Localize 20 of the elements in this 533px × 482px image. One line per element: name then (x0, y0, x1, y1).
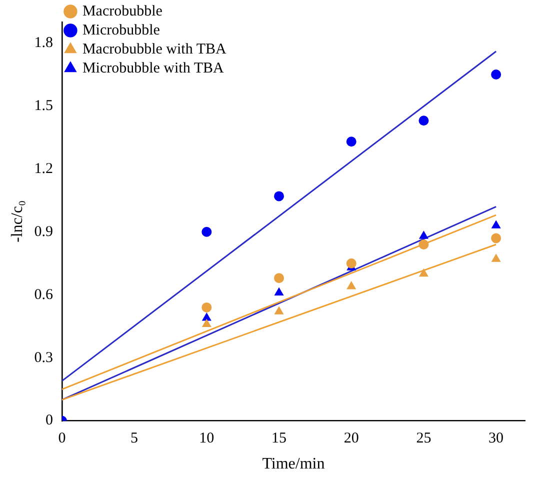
legend-label: Macrobubble (82, 3, 163, 20)
x-tick-label: 20 (344, 430, 359, 447)
y-tick-label: 0 (45, 412, 53, 429)
x-tick-label: 0 (58, 430, 66, 447)
x-tick-label: 5 (130, 430, 138, 447)
legend-label: Macrobubble with TBA (82, 41, 226, 58)
x-tick-label: 15 (272, 430, 287, 447)
y-axis-title: -lnc/c₀ (8, 200, 26, 242)
y-tick-label: 1.2 (34, 160, 53, 177)
y-tick-label: 1.8 (34, 34, 53, 51)
x-tick-label: 25 (416, 430, 432, 447)
legend-label: Microbubble with TBA (82, 60, 224, 76)
x-tick-label: 10 (199, 430, 214, 447)
y-tick-label: 0.9 (34, 224, 53, 240)
legend-label: Microbubble (82, 22, 160, 38)
x-tick-label: 30 (488, 430, 504, 447)
y-tick-label: 1.5 (34, 98, 53, 114)
y-tick-label: 0.6 (34, 286, 54, 303)
y-tick-label: 0.3 (34, 350, 53, 366)
x-axis-title: Time/min (262, 456, 325, 473)
